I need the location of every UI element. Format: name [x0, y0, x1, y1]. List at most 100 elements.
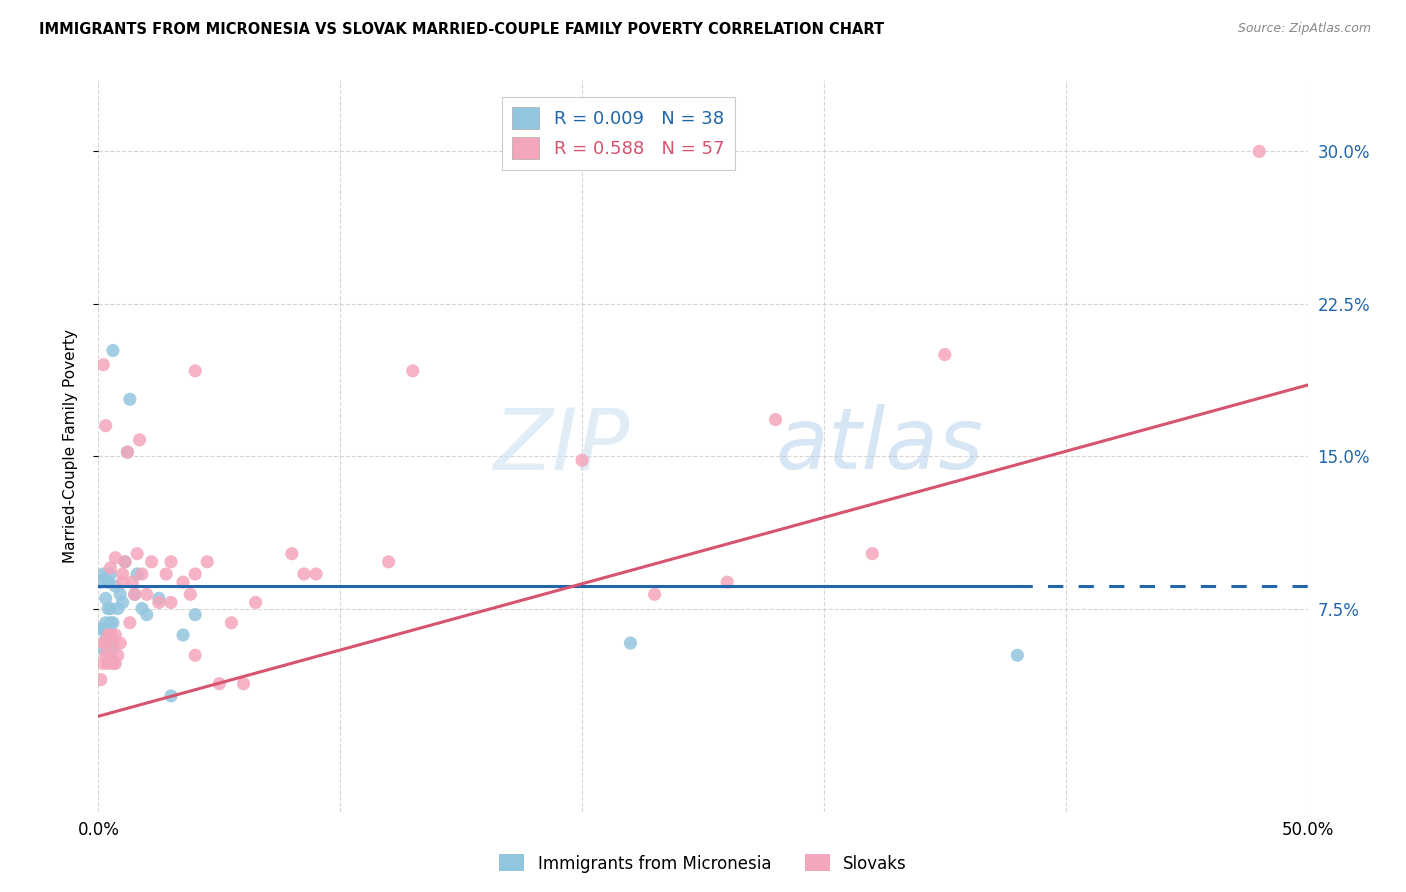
Point [118, 392, 141, 407]
Point [281, 547, 304, 561]
Point [100, 628, 122, 642]
Point [765, 412, 787, 426]
Point [402, 364, 425, 378]
Point [100, 615, 122, 630]
Point [305, 567, 328, 582]
Point [90, 673, 112, 687]
Point [128, 433, 150, 447]
Point [94, 632, 117, 646]
Point [934, 348, 956, 362]
Point [141, 555, 163, 569]
Point [172, 628, 194, 642]
Point [1007, 648, 1029, 663]
Point [90, 622, 112, 636]
Point [94, 571, 117, 585]
Point [571, 453, 593, 467]
Point [131, 567, 153, 582]
Point [184, 648, 207, 663]
Point [127, 567, 149, 582]
Point [124, 587, 146, 601]
Point [716, 575, 738, 590]
Point [94, 418, 117, 433]
Text: Source: ZipAtlas.com: Source: ZipAtlas.com [1237, 22, 1371, 36]
Point [135, 607, 157, 622]
Point [111, 567, 134, 582]
Point [155, 567, 177, 582]
Point [108, 587, 131, 601]
Point [108, 636, 131, 650]
Point [104, 579, 127, 593]
Point [245, 595, 267, 609]
Point [100, 561, 122, 575]
Point [111, 575, 134, 590]
Point [114, 555, 136, 569]
Point [101, 636, 124, 650]
Point [619, 636, 641, 650]
Point [100, 626, 122, 640]
Point [160, 689, 183, 703]
Point [644, 587, 666, 601]
Point [104, 657, 127, 671]
Point [94, 648, 117, 663]
Legend: R = 0.009   N = 38, R = 0.588   N = 57: R = 0.009 N = 38, R = 0.588 N = 57 [502, 96, 735, 169]
Point [97, 601, 120, 615]
Point [97, 622, 120, 636]
Point [184, 567, 207, 582]
Point [101, 657, 124, 671]
Point [179, 587, 201, 601]
Point [101, 343, 124, 358]
Point [232, 677, 254, 691]
Text: ZIP: ZIP [494, 404, 630, 488]
Point [100, 601, 122, 615]
Point [101, 615, 124, 630]
Point [184, 607, 207, 622]
Point [127, 547, 149, 561]
Point [117, 445, 139, 459]
Point [90, 575, 112, 590]
Point [184, 364, 207, 378]
Point [160, 555, 183, 569]
Point [100, 636, 122, 650]
Point [111, 595, 134, 609]
Point [91, 642, 114, 657]
Point [107, 601, 129, 615]
Point [117, 445, 139, 459]
Point [1249, 145, 1271, 159]
Point [131, 601, 153, 615]
Point [94, 636, 117, 650]
Point [124, 587, 146, 601]
Text: atlas: atlas [776, 404, 984, 488]
Legend: Immigrants from Micronesia, Slovaks: Immigrants from Micronesia, Slovaks [492, 847, 914, 880]
Point [97, 657, 120, 671]
Point [121, 575, 143, 590]
Point [94, 615, 117, 630]
Point [91, 636, 114, 650]
Point [172, 575, 194, 590]
Point [195, 555, 218, 569]
Point [91, 657, 114, 671]
Point [101, 642, 124, 657]
Point [91, 567, 114, 582]
Point [104, 550, 127, 565]
Point [107, 648, 129, 663]
Point [860, 547, 883, 561]
Y-axis label: Married-Couple Family Poverty: Married-Couple Family Poverty [63, 329, 77, 563]
Point [148, 595, 170, 609]
Text: IMMIGRANTS FROM MICRONESIA VS SLOVAK MARRIED-COUPLE FAMILY POVERTY CORRELATION C: IMMIGRANTS FROM MICRONESIA VS SLOVAK MAR… [39, 22, 884, 37]
Point [208, 677, 231, 691]
Point [114, 555, 136, 569]
Point [97, 628, 120, 642]
Point [104, 628, 127, 642]
Point [97, 636, 120, 650]
Point [94, 591, 117, 606]
Point [100, 648, 122, 663]
Point [91, 358, 114, 372]
Point [148, 591, 170, 606]
Point [377, 555, 399, 569]
Point [118, 615, 141, 630]
Point [97, 575, 120, 590]
Point [292, 567, 315, 582]
Point [160, 595, 183, 609]
Point [221, 615, 243, 630]
Point [100, 567, 122, 582]
